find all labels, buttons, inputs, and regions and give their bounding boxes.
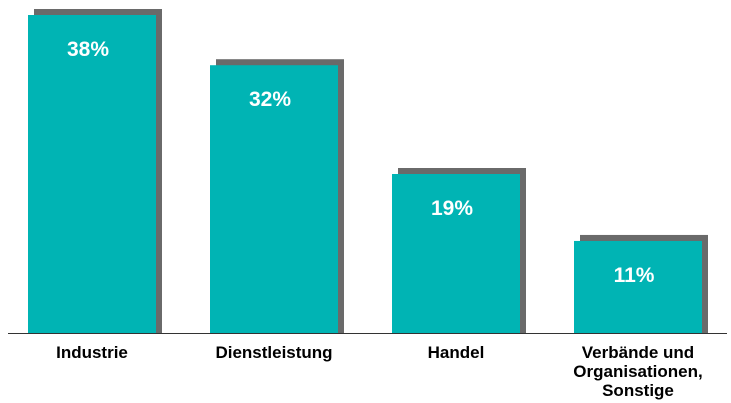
data-label: 11%: [614, 264, 655, 287]
category-label-line: Dienstleistung: [215, 343, 332, 362]
data-label: 38%: [67, 38, 109, 61]
category-label-line: Verbände und: [582, 343, 694, 362]
category-label: Dienstleistung: [215, 343, 332, 362]
bar: [574, 240, 702, 333]
data-labels: 38% 32% 19% 11%: [67, 38, 655, 287]
data-label: 32%: [249, 88, 291, 111]
category-label: Verbände und Organisationen, Sonstige: [573, 343, 702, 400]
category-label: Handel: [428, 343, 485, 362]
category-label: Industrie: [56, 343, 128, 362]
bars: [28, 15, 702, 334]
category-label-line: Sonstige: [602, 381, 674, 400]
category-label-line: Organisationen,: [573, 362, 702, 381]
bar: [28, 15, 156, 333]
category-label-line: Handel: [428, 343, 485, 362]
bar: [210, 65, 338, 334]
data-label: 19%: [431, 197, 473, 220]
category-label-line: Industrie: [56, 343, 128, 362]
category-labels: Industrie Dienstleistung Handel Verbände un…: [56, 343, 703, 400]
bar: [392, 174, 520, 333]
